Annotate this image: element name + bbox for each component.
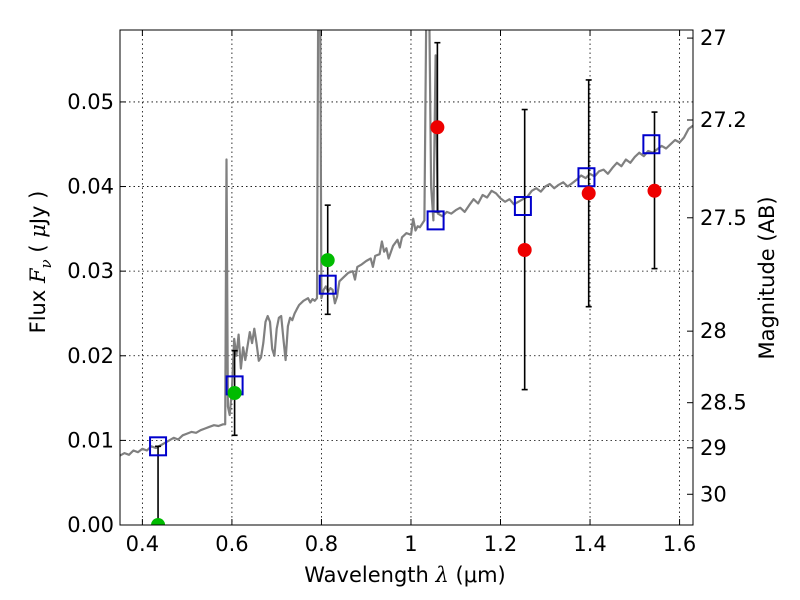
y2-tick-label: 29	[700, 436, 727, 460]
y2-tick-label: 28	[700, 319, 727, 343]
observed-point	[647, 183, 662, 198]
y-tick-label: 0.00	[67, 513, 114, 537]
x-tick-label: 1.2	[484, 532, 517, 556]
y-tick-label: 0.05	[67, 90, 114, 114]
detection-point	[227, 386, 242, 400]
y2-tick-label: 27	[700, 26, 727, 50]
model-photometry-square	[426, 210, 445, 231]
x-tick-label: 0.4	[126, 532, 159, 556]
x-tick-label: 1.4	[573, 532, 606, 556]
sed-line	[120, 30, 693, 457]
observed-point	[517, 243, 532, 257]
y2-tick-label: 27.5	[700, 206, 747, 230]
y-axis-title: Flux Fν ( μJy )	[26, 191, 55, 334]
model-photometry-square	[149, 436, 168, 457]
model-photometry-square	[642, 134, 661, 155]
observed-point	[581, 186, 596, 201]
model-photometry-square	[318, 274, 337, 295]
plot-frame	[119, 29, 694, 526]
x-tick-label: 1	[404, 532, 417, 556]
observed-points	[151, 120, 662, 525]
x-tick-label: 1.6	[663, 532, 696, 556]
axis-ticks: 0.4 0.6 0.8 1 1.2 1.4 1.6 0.00 0.01 0.02 0.03 0.04 0…	[67, 26, 747, 556]
x-axis-title: Wavelength λ (μm)	[304, 563, 505, 587]
y2-tick-label: 30	[700, 482, 727, 506]
y2-axis-title: Magnitude (AB)	[755, 196, 779, 359]
y-tick-label: 0.04	[67, 175, 114, 199]
model-photometry-squares	[149, 134, 661, 457]
detection-point	[320, 253, 335, 268]
y2-tick-label: 27.2	[700, 108, 747, 132]
y-tick-label: 0.01	[67, 428, 114, 452]
y-tick-label: 0.03	[67, 259, 114, 283]
x-tick-label: 0.6	[215, 532, 248, 556]
error-bars	[155, 41, 658, 525]
model-sed	[120, 30, 693, 457]
detection-point	[151, 518, 166, 525]
observed-point	[430, 120, 445, 135]
x-tick-label: 0.8	[305, 532, 338, 556]
y2-tick-label: 28.5	[700, 391, 747, 415]
y-tick-label: 0.02	[67, 344, 114, 368]
grid	[120, 30, 693, 526]
model-photometry-square	[513, 196, 532, 216]
model-photometry-square	[577, 167, 596, 188]
